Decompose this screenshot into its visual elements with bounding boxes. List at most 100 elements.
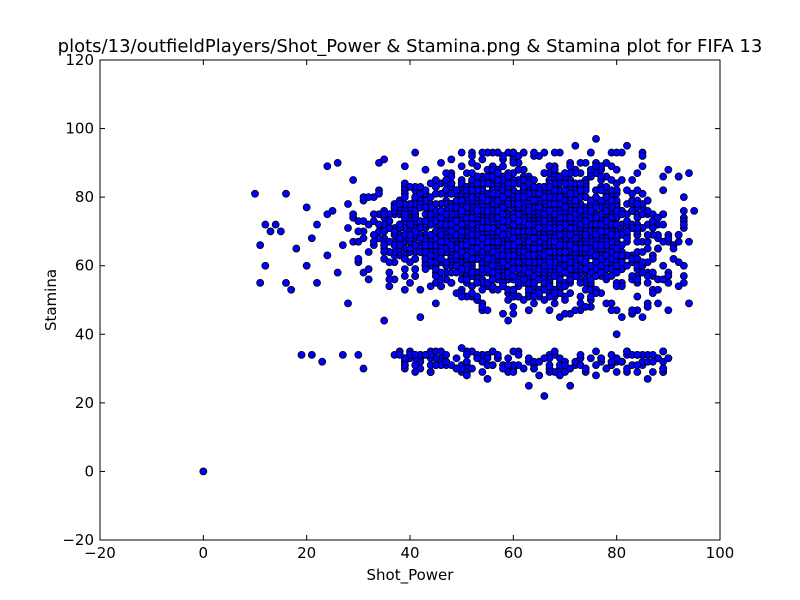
data-point (592, 251, 600, 260)
data-point (581, 193, 590, 202)
data-point (514, 217, 523, 226)
data-point (530, 292, 538, 301)
data-point (592, 162, 600, 171)
data-point (421, 165, 430, 174)
data-point (638, 152, 647, 160)
data-point (493, 196, 502, 205)
data-point (633, 361, 642, 370)
data-point (468, 158, 476, 167)
data-point (493, 237, 502, 246)
data-point (592, 361, 600, 370)
data-point (623, 141, 631, 150)
data-point (256, 278, 265, 287)
data-point (380, 155, 389, 164)
data-point (468, 186, 476, 195)
data-point (519, 182, 528, 191)
data-point (478, 155, 487, 164)
data-point (333, 158, 342, 167)
data-point (597, 268, 606, 277)
data-point (478, 148, 487, 157)
data-point (307, 234, 316, 243)
data-point (586, 206, 595, 215)
data-point (550, 165, 559, 174)
data-point (628, 272, 637, 280)
data-point (313, 278, 321, 287)
data-point (643, 374, 652, 383)
data-point (452, 354, 461, 363)
data-point (468, 268, 476, 277)
data-point (457, 196, 466, 205)
y-tick-label: −20 (62, 531, 94, 549)
data-point (344, 200, 352, 208)
data-point (514, 258, 523, 267)
data-point (540, 234, 549, 243)
data-point (623, 227, 631, 236)
x-tick-label: 100 (706, 544, 735, 562)
data-point (545, 182, 554, 191)
data-point (535, 189, 544, 198)
data-point (586, 148, 595, 157)
y-tick-label: 100 (65, 120, 94, 138)
data-point (338, 241, 347, 250)
data-point (685, 299, 693, 308)
data-point (659, 364, 668, 373)
y-tick-label: 60 (75, 257, 94, 275)
data-point (400, 162, 409, 171)
x-tick-label: 0 (199, 544, 209, 562)
data-point (638, 268, 647, 277)
data-point (617, 357, 626, 366)
data-point (349, 210, 358, 219)
data-point (555, 230, 564, 239)
data-point (468, 220, 476, 229)
data-point (509, 285, 518, 294)
data-point (478, 302, 487, 311)
data-point (421, 265, 430, 274)
data-point (550, 299, 559, 308)
data-point (679, 220, 688, 229)
data-point (499, 224, 507, 232)
data-point (509, 148, 518, 157)
data-point (416, 285, 425, 294)
data-point (561, 203, 569, 212)
data-point (566, 258, 575, 267)
data-point (643, 237, 652, 246)
data-point (592, 347, 600, 356)
data-point (643, 278, 652, 287)
data-point (607, 162, 616, 171)
data-point (550, 347, 559, 356)
y-tick-label: 20 (75, 394, 94, 412)
data-point (431, 299, 440, 308)
data-point (457, 227, 466, 236)
data-point (602, 364, 611, 373)
data-point (385, 282, 394, 291)
data-point (633, 200, 642, 208)
points-layer (199, 134, 699, 476)
data-point (571, 244, 580, 253)
plot-frame (99, 59, 721, 541)
data-point (437, 282, 445, 291)
data-point (530, 251, 538, 260)
data-point (380, 210, 389, 219)
data-point (473, 206, 482, 215)
data-point (530, 234, 538, 243)
data-point (313, 220, 321, 229)
data-point (493, 169, 502, 178)
data-point (504, 361, 513, 370)
data-point (199, 467, 208, 476)
data-point (530, 278, 538, 287)
data-point (390, 227, 399, 236)
data-point (638, 258, 647, 267)
y-tick-label: 40 (75, 325, 94, 343)
data-point (617, 313, 626, 322)
data-point (519, 148, 528, 157)
data-point (431, 265, 440, 274)
x-tick-label: 40 (400, 544, 419, 562)
data-point (437, 248, 445, 256)
data-point (597, 241, 606, 250)
data-point (664, 165, 673, 174)
data-point (406, 182, 414, 191)
data-point (612, 330, 621, 339)
data-point (400, 210, 409, 219)
data-point (395, 350, 404, 359)
data-point (602, 182, 611, 191)
